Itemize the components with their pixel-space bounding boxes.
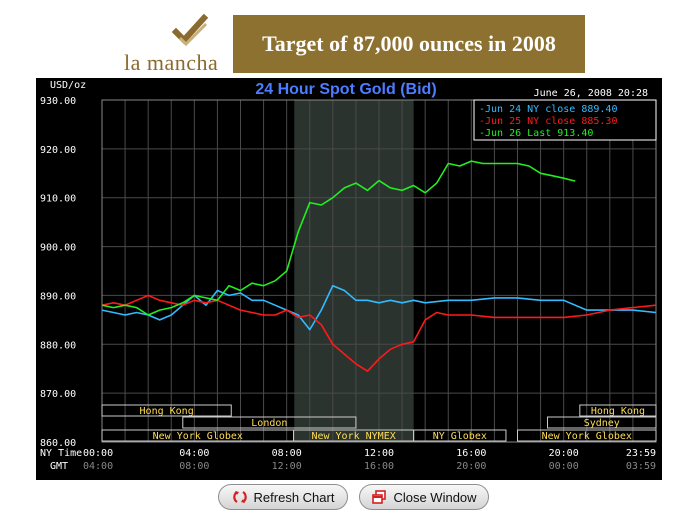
close-window-label: Close Window bbox=[393, 489, 477, 505]
y-tick-label: 920.00 bbox=[40, 145, 76, 156]
x-tick-label-gmt: 08:00 bbox=[179, 461, 209, 472]
x-tick-label-ny: 16:00 bbox=[456, 448, 486, 459]
x-tick-label-gmt: 20:00 bbox=[456, 461, 486, 472]
header-banner: Target of 87,000 ounces in 2008 bbox=[233, 15, 585, 73]
x-tick-label-ny: 08:00 bbox=[272, 448, 302, 459]
x-tick-label-gmt: 04:00 bbox=[83, 461, 113, 472]
y-tick-label: 870.00 bbox=[40, 389, 76, 400]
gold-price-chart: 930.00 920.00 910.00 900.00 890.00 880.00 870.… bbox=[36, 78, 662, 480]
x-tick-label-gmt: 00:00 bbox=[549, 461, 579, 472]
chart-timestamp: June 26, 2008 20:28 bbox=[534, 88, 648, 99]
nymex-session-shade bbox=[294, 100, 414, 442]
series-line bbox=[101, 284, 657, 331]
session-label: New York Globex bbox=[153, 431, 243, 442]
la-mancha-logo: la mancha bbox=[118, 14, 230, 75]
chart-title: 24 Hour Spot Gold (Bid) bbox=[255, 81, 436, 98]
y-tick-label: 900.00 bbox=[40, 243, 76, 254]
x-row-label-ny: NY Time bbox=[40, 448, 82, 459]
legend-entry: -Jun 25 NY close 885.30 bbox=[479, 116, 617, 127]
session-bar bbox=[517, 429, 657, 442]
x-tick-label-ny: 12:00 bbox=[364, 448, 394, 459]
session-label: New York Globex bbox=[542, 431, 632, 442]
session-label: Hong Kong bbox=[140, 406, 194, 417]
x-tick-label-gmt: 16:00 bbox=[364, 461, 394, 472]
session-label: Sydney bbox=[584, 418, 620, 429]
series-line bbox=[101, 294, 657, 373]
y-tick-label: 860.00 bbox=[40, 438, 76, 449]
y-axis-unit-label: USD/oz bbox=[50, 80, 86, 91]
series-line bbox=[101, 160, 576, 316]
close-window-icon bbox=[372, 490, 387, 504]
session-label: New York NYMEX bbox=[311, 431, 395, 442]
x-row-label-gmt: GMT bbox=[50, 461, 68, 472]
session-bar bbox=[182, 416, 357, 429]
refresh-chart-button[interactable]: Refresh Chart bbox=[218, 484, 348, 510]
x-tick-label-gmt: 03:59 bbox=[626, 461, 656, 472]
x-tick-label-ny: 23:59 bbox=[626, 448, 656, 459]
session-label: NY Globex bbox=[433, 431, 487, 442]
legend-entry: -Jun 24 NY close 889.40 bbox=[479, 104, 617, 115]
legend-box bbox=[473, 99, 657, 141]
y-tick-label: 890.00 bbox=[40, 291, 76, 302]
x-tick-label-ny: 20:00 bbox=[549, 448, 579, 459]
x-tick-label-gmt: 12:00 bbox=[272, 461, 302, 472]
x-tick-label-ny: 00:00 bbox=[83, 448, 113, 459]
plot-frame bbox=[101, 99, 657, 443]
session-bar bbox=[579, 404, 657, 417]
x-tick-label-ny: 04:00 bbox=[179, 448, 209, 459]
legend-entry: -Jun 26 Last 913.40 bbox=[479, 128, 593, 139]
refresh-icon bbox=[232, 491, 247, 503]
session-bar bbox=[101, 404, 232, 417]
refresh-chart-label: Refresh Chart bbox=[253, 489, 335, 505]
session-bar bbox=[547, 416, 657, 429]
banner-text: Target of 87,000 ounces in 2008 bbox=[262, 31, 556, 56]
logo-wordmark: la mancha bbox=[124, 50, 219, 75]
close-window-button[interactable]: Close Window bbox=[359, 484, 489, 510]
y-tick-label: 930.00 bbox=[40, 96, 76, 107]
session-label: Hong Kong bbox=[591, 406, 645, 417]
y-tick-label: 880.00 bbox=[40, 340, 76, 351]
y-tick-label: 910.00 bbox=[40, 194, 76, 205]
session-label: London bbox=[251, 418, 287, 429]
session-bar bbox=[413, 429, 507, 442]
checkmark-logo-icon bbox=[171, 14, 209, 47]
